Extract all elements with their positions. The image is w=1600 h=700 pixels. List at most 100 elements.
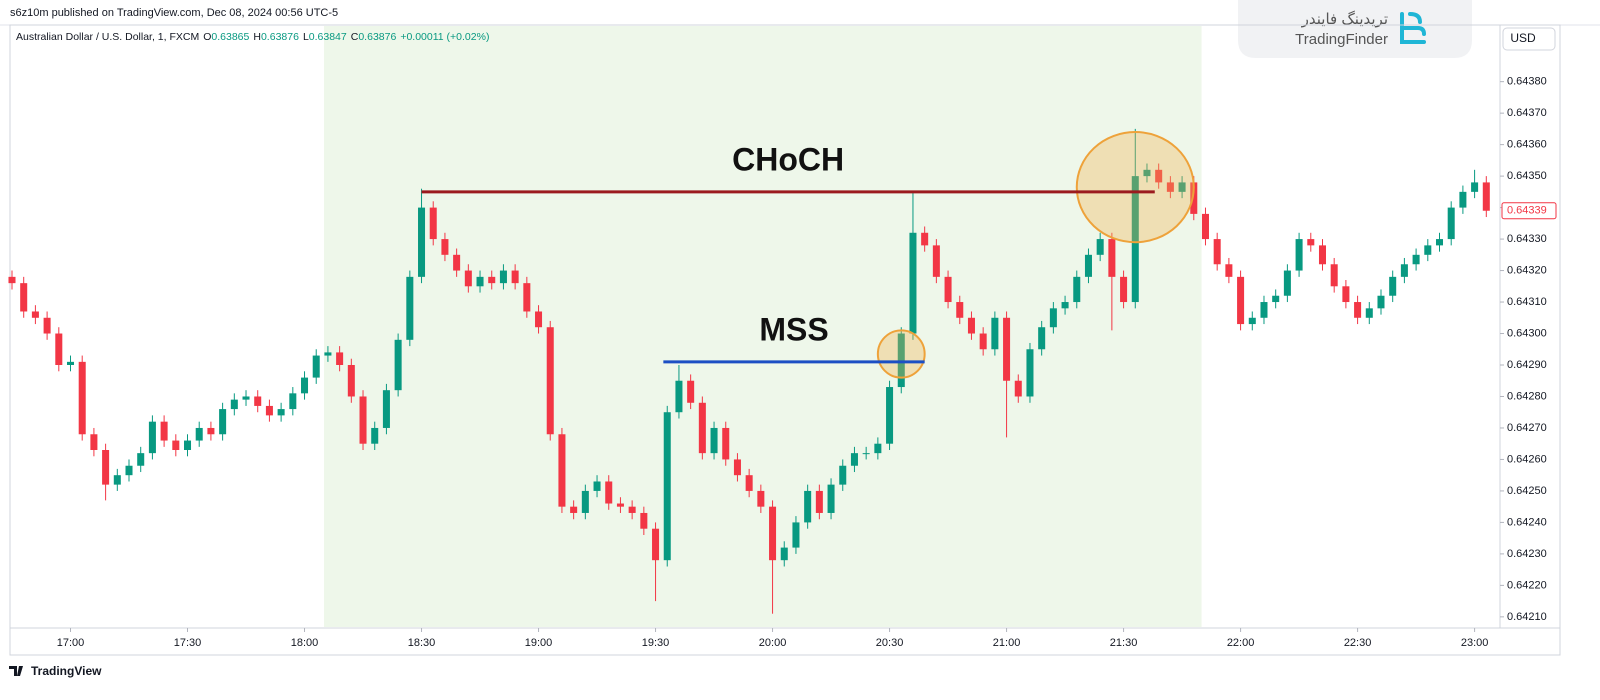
- candle-body: [687, 380, 695, 403]
- candle-body: [815, 490, 823, 513]
- highlight-circle: [876, 329, 926, 379]
- x-tick-label: 17:30: [174, 637, 202, 649]
- y-tick-label: 0.64290: [1507, 359, 1547, 371]
- candle-body: [137, 453, 145, 466]
- x-tick-label: 17:00: [57, 637, 85, 649]
- legend-field-label: C: [351, 31, 359, 43]
- y-tick-label: 0.64250: [1507, 485, 1547, 497]
- candle-body: [581, 490, 589, 513]
- candle-body: [8, 276, 16, 284]
- candle-body: [265, 405, 273, 416]
- legend-symbol: Australian Dollar / U.S. Dollar, 1, FXCM: [16, 31, 199, 43]
- x-tick-label: 23:00: [1461, 637, 1489, 649]
- candle-body: [230, 399, 238, 410]
- legend-field-value: 0.63876: [261, 31, 299, 43]
- candle-body: [102, 450, 110, 485]
- x-tick-label: 19:30: [642, 637, 670, 649]
- candle-body: [1049, 308, 1057, 328]
- candle-body: [441, 239, 449, 255]
- candle-body: [1295, 239, 1303, 271]
- x-tick-label: 20:30: [876, 637, 904, 649]
- candle-body: [1389, 276, 1397, 296]
- candle-body: [195, 427, 203, 441]
- candle-body: [289, 393, 297, 410]
- candle-body: [324, 352, 332, 356]
- y-tick-label: 0.64260: [1507, 453, 1547, 465]
- y-tick-label: 0.64210: [1507, 611, 1547, 623]
- candle-body: [172, 440, 180, 450]
- x-tick-label: 18:30: [408, 637, 436, 649]
- candle-body: [207, 427, 215, 435]
- candle-body: [242, 396, 250, 400]
- currency-button[interactable]: [1502, 27, 1556, 51]
- last-price-tag: [1501, 202, 1557, 220]
- x-tick-label: 21:30: [1110, 637, 1138, 649]
- candle-body: [1471, 182, 1479, 192]
- candle-body: [31, 311, 39, 318]
- candle-body: [312, 355, 320, 378]
- candle-body: [605, 481, 613, 504]
- candle-body: [967, 317, 975, 334]
- y-tick-label: 0.64330: [1507, 233, 1547, 245]
- level-label: CHoCH: [732, 141, 844, 177]
- candle-body: [219, 409, 227, 435]
- candle-body: [757, 490, 765, 507]
- candle-body: [184, 440, 192, 450]
- candle-body: [991, 317, 999, 350]
- candle-body: [1120, 276, 1128, 303]
- x-tick-label: 18:00: [291, 637, 319, 649]
- candle-body: [453, 254, 461, 271]
- candle-body: [523, 283, 531, 312]
- candle-body: [792, 522, 800, 548]
- candle-body: [336, 352, 344, 365]
- candle-body: [1307, 239, 1315, 246]
- brand-icon: [1400, 12, 1426, 44]
- candle-body: [722, 427, 730, 460]
- legend-field-label: L: [303, 31, 309, 43]
- published-note: s6z10m published on TradingView.com, Dec…: [10, 7, 338, 19]
- candle-body: [1061, 302, 1069, 309]
- y-tick-label: 0.64280: [1507, 390, 1547, 402]
- candle-body: [113, 475, 121, 485]
- candle-body: [488, 276, 496, 284]
- y-tick-label: 0.64230: [1507, 548, 1547, 560]
- candle-body: [1003, 317, 1011, 381]
- candle-body: [850, 453, 858, 466]
- candle-body: [1201, 213, 1209, 240]
- y-tick-label: 0.64360: [1507, 139, 1547, 151]
- candle-body: [20, 283, 28, 312]
- candle-body: [476, 276, 484, 287]
- x-tick-label: 21:00: [993, 637, 1021, 649]
- candle-body: [511, 270, 519, 284]
- candle-body: [675, 380, 683, 413]
- x-tick-label: 22:00: [1227, 637, 1255, 649]
- candle-body: [839, 465, 847, 485]
- candle-body: [55, 333, 63, 365]
- candle-body: [1342, 286, 1350, 303]
- candle-body: [897, 333, 905, 388]
- level-label: MSS: [759, 311, 828, 347]
- candle-body: [1330, 264, 1338, 287]
- candle-body: [359, 396, 367, 444]
- candle-body: [1178, 182, 1186, 192]
- legend-field-label: O: [203, 31, 211, 43]
- candle-body: [1166, 182, 1174, 192]
- candle-body: [886, 387, 894, 444]
- candle-body: [125, 465, 133, 476]
- y-tick-label: 0.64240: [1507, 516, 1547, 528]
- candle-body: [570, 506, 578, 513]
- legend-field-label: H: [253, 31, 261, 43]
- candle-body: [1459, 191, 1467, 208]
- candle-body: [1073, 276, 1081, 303]
- y-tick-label: 0.64370: [1507, 107, 1547, 119]
- candle-body: [1260, 302, 1268, 318]
- candle-body: [90, 434, 98, 450]
- brand-box: [1238, 0, 1472, 58]
- candle-body: [663, 412, 671, 561]
- candle-body: [616, 503, 624, 507]
- legend-change: +0.00011 (+0.02%): [400, 31, 489, 43]
- candle-body: [909, 232, 917, 334]
- legend-field-value: 0.63876: [358, 31, 396, 43]
- candle-body: [1283, 270, 1291, 296]
- tv-icon: [9, 666, 23, 676]
